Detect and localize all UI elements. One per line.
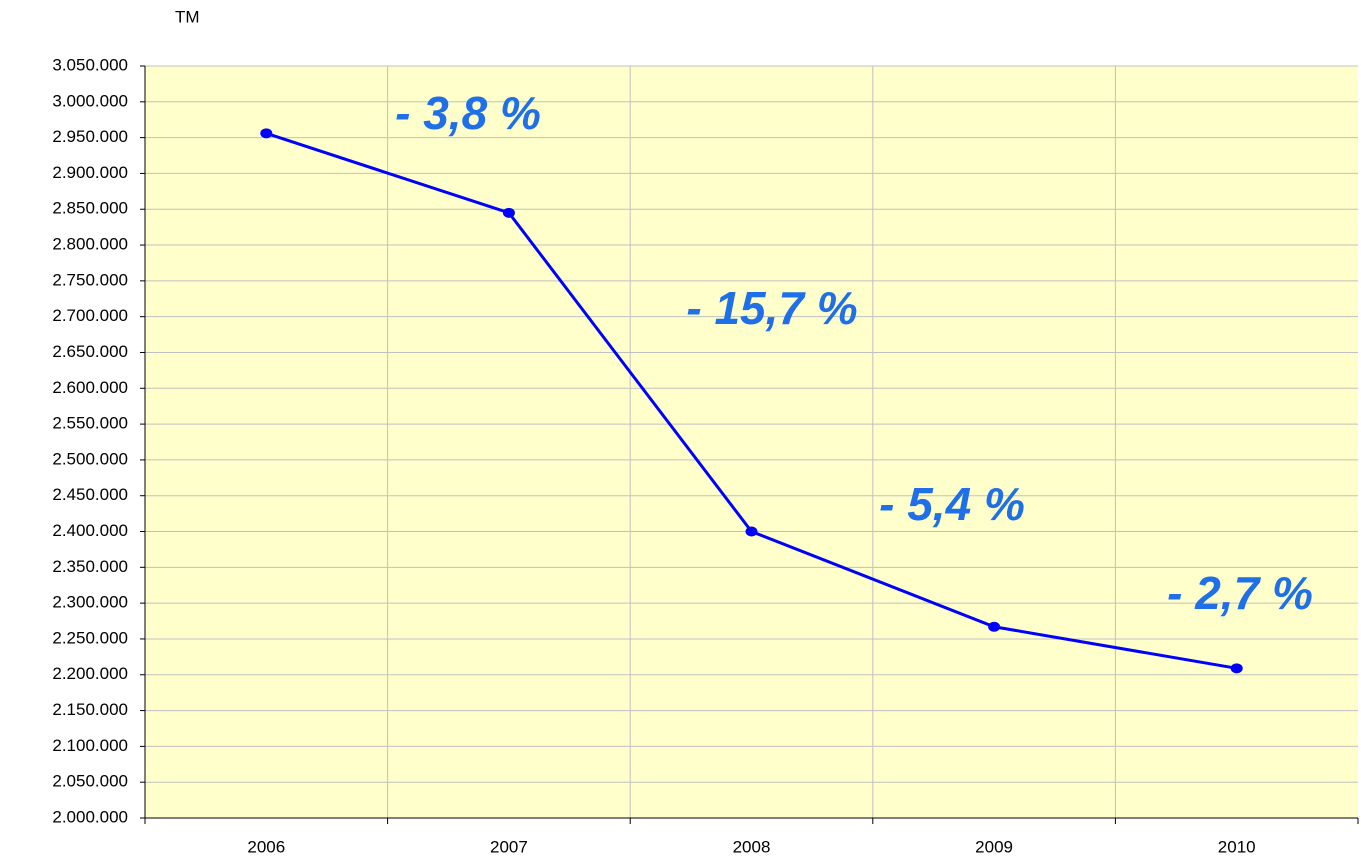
x-tick-label: 2007: [490, 837, 528, 856]
y-tick-label: 2.100.000: [52, 736, 128, 755]
y-tick-label: 2.950.000: [52, 127, 128, 146]
y-tick-label: 3.000.000: [52, 91, 128, 110]
y-tick-label: 2.450.000: [52, 485, 128, 504]
y-tick-label: 2.550.000: [52, 414, 128, 433]
y-tick-label: 2.000.000: [52, 807, 128, 826]
marker: [988, 621, 1001, 632]
annotation: - 5,4 %: [879, 478, 1025, 530]
y-tick-label: 2.900.000: [52, 163, 128, 182]
marker: [260, 128, 273, 139]
y-tick-label: 2.300.000: [52, 593, 128, 612]
y-tick-label: 2.800.000: [52, 235, 128, 254]
y-axis-unit: TM: [175, 7, 200, 26]
x-tick-label: 2009: [975, 837, 1013, 856]
y-tick-label: 2.750.000: [52, 270, 128, 289]
y-tick-label: 2.050.000: [52, 772, 128, 791]
y-tick-label: 2.850.000: [52, 199, 128, 218]
plot-area: [145, 66, 1358, 818]
y-tick-label: 2.200.000: [52, 664, 128, 683]
marker: [745, 526, 758, 537]
y-tick-label: 2.600.000: [52, 378, 128, 397]
marker: [502, 207, 515, 218]
y-tick-label: 2.250.000: [52, 628, 128, 647]
annotation: - 3,8 %: [395, 87, 541, 139]
y-tick-label: 2.350.000: [52, 557, 128, 576]
y-tick-label: 2.700.000: [52, 306, 128, 325]
marker: [1230, 663, 1243, 674]
y-tick-label: 3.050.000: [52, 55, 128, 74]
annotation: - 2,7 %: [1167, 567, 1313, 619]
y-tick-label: 2.150.000: [52, 700, 128, 719]
x-tick-label: 2010: [1218, 837, 1256, 856]
annotation: - 15,7 %: [686, 282, 857, 334]
x-tick-label: 2006: [247, 837, 285, 856]
y-tick-label: 2.650.000: [52, 342, 128, 361]
y-tick-label: 2.400.000: [52, 521, 128, 540]
x-tick-label: 2008: [733, 837, 771, 856]
y-tick-label: 2.500.000: [52, 449, 128, 468]
